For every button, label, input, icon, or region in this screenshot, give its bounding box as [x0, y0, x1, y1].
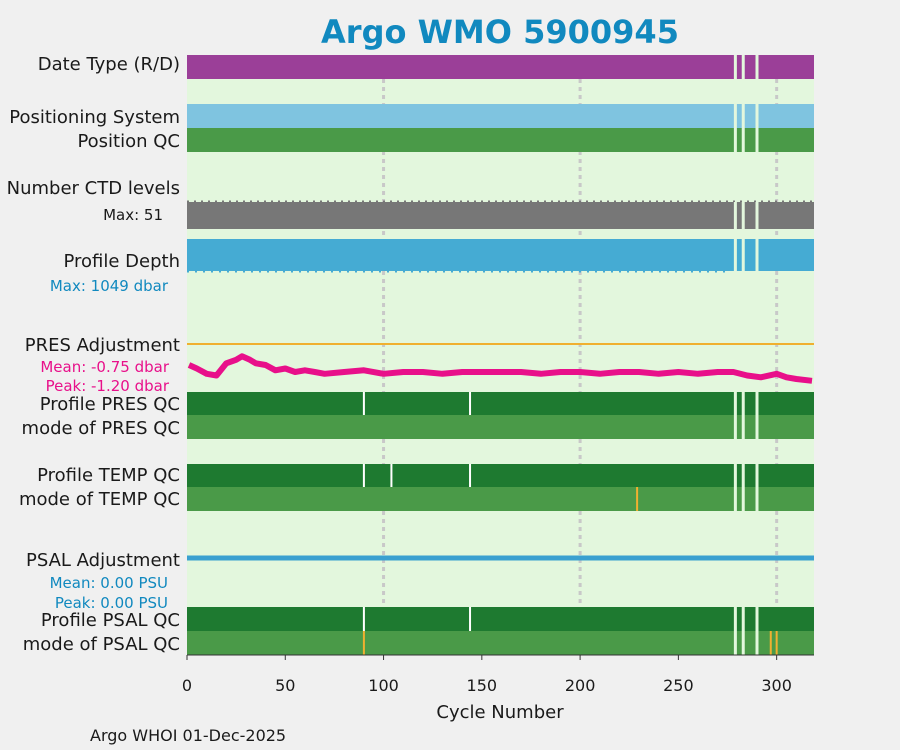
label-pres-peak: Peak: -1.20 dbar — [46, 377, 170, 395]
bar-profile-temp-qc — [187, 464, 814, 487]
label-psal-adjustment: PSAL Adjustment — [26, 550, 180, 571]
x-axis: 0 50 100 150 200 250 300 — [182, 654, 814, 695]
bar-date-type — [187, 55, 814, 79]
x-tick-label-50: 50 — [275, 676, 295, 695]
gap-cycle-283 — [741, 392, 745, 439]
x-tick-label-0: 0 — [182, 676, 192, 695]
bar-positioning-system — [187, 104, 814, 128]
label-ctd-max: Max: 51 — [103, 206, 163, 224]
label-pres-mean: Mean: -0.75 dbar — [40, 358, 170, 376]
qc-flag-marks — [362, 55, 778, 655]
label-position-qc: Position QC — [77, 131, 180, 152]
label-depth-max: Max: 1049 dbar — [50, 277, 169, 295]
label-psal-mean: Mean: 0.00 PSU — [50, 574, 168, 592]
label-profile-pres-qc: Profile PRES QC — [40, 394, 180, 415]
chart-title: Argo WMO 5900945 — [321, 13, 679, 51]
gap-cycle-279 — [733, 202, 737, 229]
x-tick-label-200: 200 — [565, 676, 596, 695]
grid-lines — [382, 55, 779, 655]
gap-cycle-279 — [733, 55, 737, 79]
label-profile-depth: Profile Depth — [63, 251, 180, 272]
label-psal-peak: Peak: 0.00 PSU — [55, 594, 168, 612]
bar-profile-depth — [187, 239, 814, 271]
x-tick-label-300: 300 — [761, 676, 792, 695]
bar-mode-temp-qc — [187, 487, 814, 511]
plot-background — [187, 55, 814, 655]
gap-cycle-283 — [741, 464, 745, 511]
x-tick-label-100: 100 — [368, 676, 399, 695]
gap-cycle-290 — [755, 392, 759, 439]
gap-cycle-279 — [733, 464, 737, 511]
gap-cycle-283 — [741, 607, 745, 655]
bar-mode-pres-qc — [187, 415, 814, 439]
gap-cycle-290 — [755, 202, 759, 229]
label-positioning-system: Positioning System — [9, 107, 180, 128]
bar-profile-pres-qc — [187, 392, 814, 415]
x-tick-label-150: 150 — [467, 676, 498, 695]
gap-cycle-279 — [733, 392, 737, 439]
label-ctd-levels: Number CTD levels — [7, 178, 180, 199]
label-mode-psal-qc: mode of PSAL QC — [23, 634, 180, 655]
gap-cycle-290 — [755, 464, 759, 511]
bar-position-qc — [187, 128, 814, 152]
label-profile-psal-qc: Profile PSAL QC — [41, 610, 180, 631]
x-tick-label-250: 250 — [663, 676, 694, 695]
gap-cycle-279 — [733, 239, 737, 271]
pres-adjustment-line — [187, 353, 813, 384]
gap-cycle-290 — [755, 104, 759, 152]
bar-profile-psal-qc — [187, 607, 814, 631]
footer-credit: Argo WHOI 01-Dec-2025 — [90, 726, 286, 745]
label-profile-temp-qc: Profile TEMP QC — [37, 465, 180, 486]
label-mode-temp-qc: mode of TEMP QC — [19, 489, 180, 510]
label-date-type: Date Type (R/D) — [38, 54, 180, 75]
bar-ctd-levels — [187, 202, 814, 229]
gap-cycle-290 — [755, 55, 759, 79]
gap-cycle-283 — [741, 239, 745, 271]
x-axis-label: Cycle Number — [436, 702, 564, 723]
gap-cycle-279 — [733, 104, 737, 152]
label-pres-adjustment: PRES Adjustment — [25, 335, 180, 356]
gap-cycle-283 — [741, 55, 745, 79]
gap-cycle-279 — [733, 607, 737, 655]
bar-mode-psal-qc — [187, 631, 814, 655]
gap-cycle-290 — [755, 239, 759, 271]
label-mode-pres-qc: mode of PRES QC — [22, 418, 180, 439]
gap-cycle-283 — [741, 104, 745, 152]
gap-cycle-283 — [741, 202, 745, 229]
gap-cycle-290 — [755, 607, 759, 655]
data-marks — [187, 55, 814, 655]
